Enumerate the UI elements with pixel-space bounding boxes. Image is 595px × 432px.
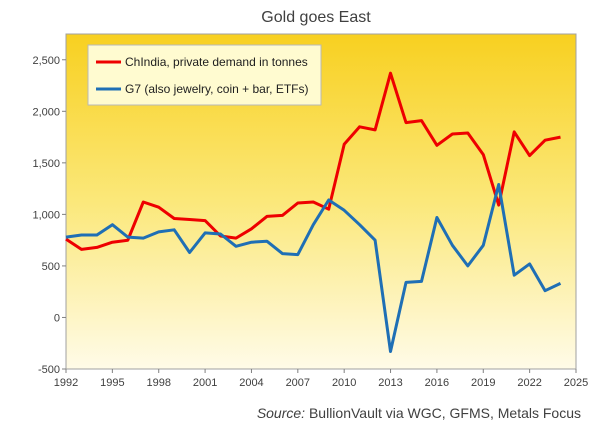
y-tick-label: 1,500	[32, 158, 60, 170]
y-tick-label: 1,000	[32, 209, 60, 221]
y-tick-label: 0	[54, 312, 60, 324]
x-tick-label: 1992	[54, 377, 78, 389]
source-note: Source: BullionVault via WGC, GFMS, Meta…	[257, 405, 581, 421]
x-tick-label: 2013	[378, 377, 402, 389]
x-axis: 1992 1995 1998 2001 2004 2007 2010 2013 2016 2019…	[54, 369, 588, 389]
x-tick-label: 2004	[239, 377, 263, 389]
y-axis: -500 0 500 1,000 1,500 2,000 2,500	[32, 55, 66, 376]
y-tick-label: 2,000	[32, 106, 60, 118]
x-tick-label: 2016	[425, 377, 449, 389]
y-tick-label: 2,500	[32, 55, 60, 67]
legend-label-g7: G7 (also jewelry, coin + bar, ETFs)	[125, 82, 309, 96]
legend-box	[87, 44, 322, 106]
source-text: BullionVault via WGC, GFMS, Metals Focus	[308, 405, 581, 421]
source-label: Source:	[256, 405, 306, 421]
x-tick-label: 2007	[286, 377, 310, 389]
y-tick-label: 500	[42, 261, 60, 273]
x-tick-label: 2010	[332, 377, 356, 389]
x-tick-label: 2019	[471, 377, 495, 389]
series-line-g7	[65, 183, 562, 353]
x-tick-label: 2022	[517, 377, 541, 389]
x-tick-label: 2001	[193, 377, 217, 389]
series-line-chindia	[65, 71, 561, 251]
y-tick-label: -500	[38, 364, 60, 376]
chart-title: Gold goes East	[261, 9, 371, 26]
series-lines	[65, 71, 562, 353]
legend: ChIndia, private demand in tonnes G7 (al…	[87, 44, 322, 106]
x-tick-label: 1995	[100, 377, 124, 389]
x-tick-label: 2025	[564, 377, 588, 389]
x-tick-label: 1998	[146, 377, 170, 389]
legend-label-chindia: ChIndia, private demand in tonnes	[125, 55, 308, 69]
